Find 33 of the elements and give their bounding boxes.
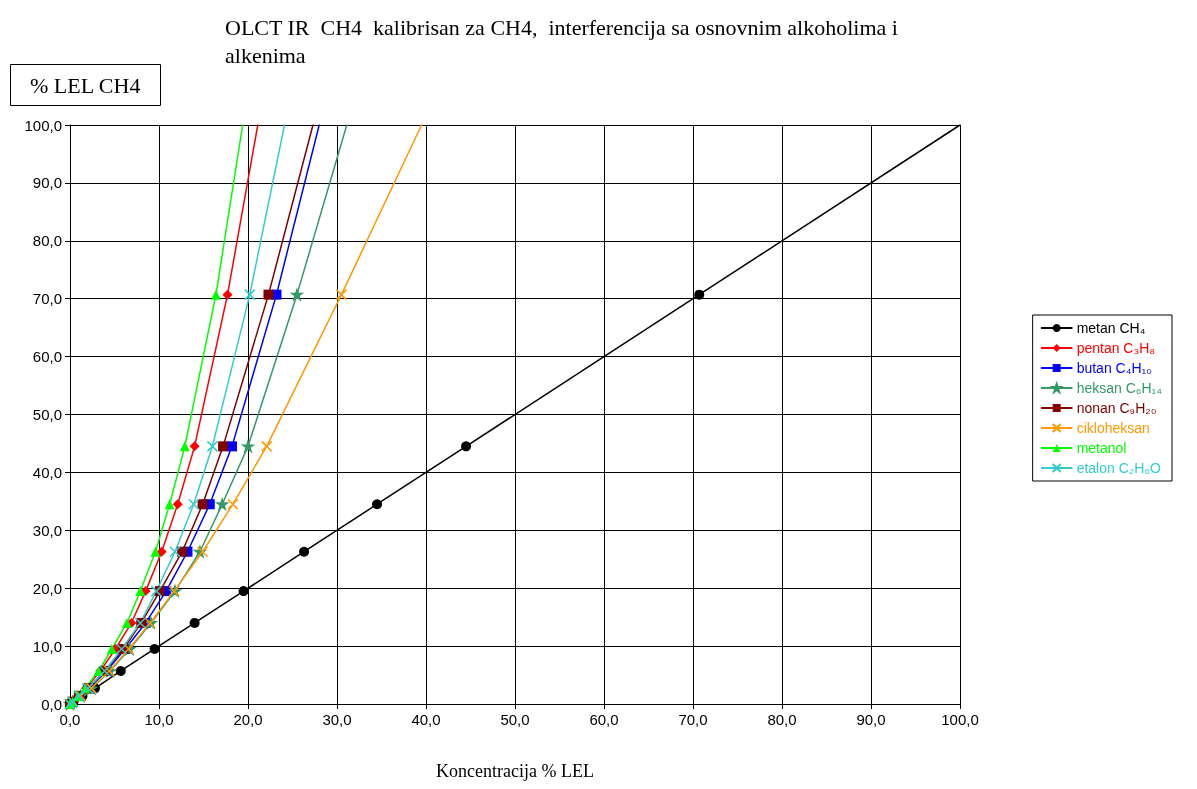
legend-label: cikloheksan [1076, 420, 1150, 436]
x-tick-label: 40,0 [411, 711, 441, 728]
y-tick-label: 40,0 [32, 463, 62, 481]
x-tick-label: 90,0 [856, 711, 886, 728]
y-tick-label: 60,0 [32, 348, 62, 366]
y-tick-label: 20,0 [32, 579, 62, 597]
y-axis-title: % LEL CH4 [30, 72, 141, 98]
legend-label: metan CH₄ [1076, 320, 1146, 336]
y-tick-label: 100,0 [24, 116, 62, 134]
legend-label: nonan C₉H₂₀ [1076, 400, 1157, 416]
y-tick-label: 50,0 [32, 406, 62, 423]
legend-label: butan C₄H₁₀ [1076, 360, 1153, 376]
y-tick-label: 30,0 [32, 521, 62, 539]
legend-label: metanol [1076, 440, 1127, 456]
x-tick-label: 20,0 [233, 711, 263, 728]
x-tick-label: 30,0 [322, 711, 352, 728]
x-tick-label: 60,0 [589, 711, 619, 728]
chart-title: OLCT IR CH4 kalibrisan za CH4, interferencija sa osnovnim alkoholima i alkenima [225, 14, 904, 68]
legend-label: pentan C₃H₈ [1076, 340, 1156, 356]
y-tick-label: 10,0 [32, 637, 62, 655]
x-tick-label: 100,0 [941, 711, 979, 728]
y-tick-label: 90,0 [32, 174, 62, 192]
x-tick-label: 50,0 [500, 711, 530, 728]
x-tick-label: 0,0 [59, 711, 81, 728]
x-tick-label: 80,0 [767, 711, 797, 728]
y-tick-label: 0,0 [41, 695, 62, 713]
y-tick-label: 70,0 [32, 290, 62, 308]
legend-label: etalon C₂H₆O [1076, 460, 1161, 476]
legend-label: heksan C₆H₁₄ [1076, 380, 1163, 396]
y-tick-label: 80,0 [32, 232, 62, 250]
x-axis-title: Koncentracija % LEL [436, 761, 594, 781]
x-tick-label: 10,0 [144, 711, 174, 728]
x-tick-label: 70,0 [678, 711, 708, 728]
